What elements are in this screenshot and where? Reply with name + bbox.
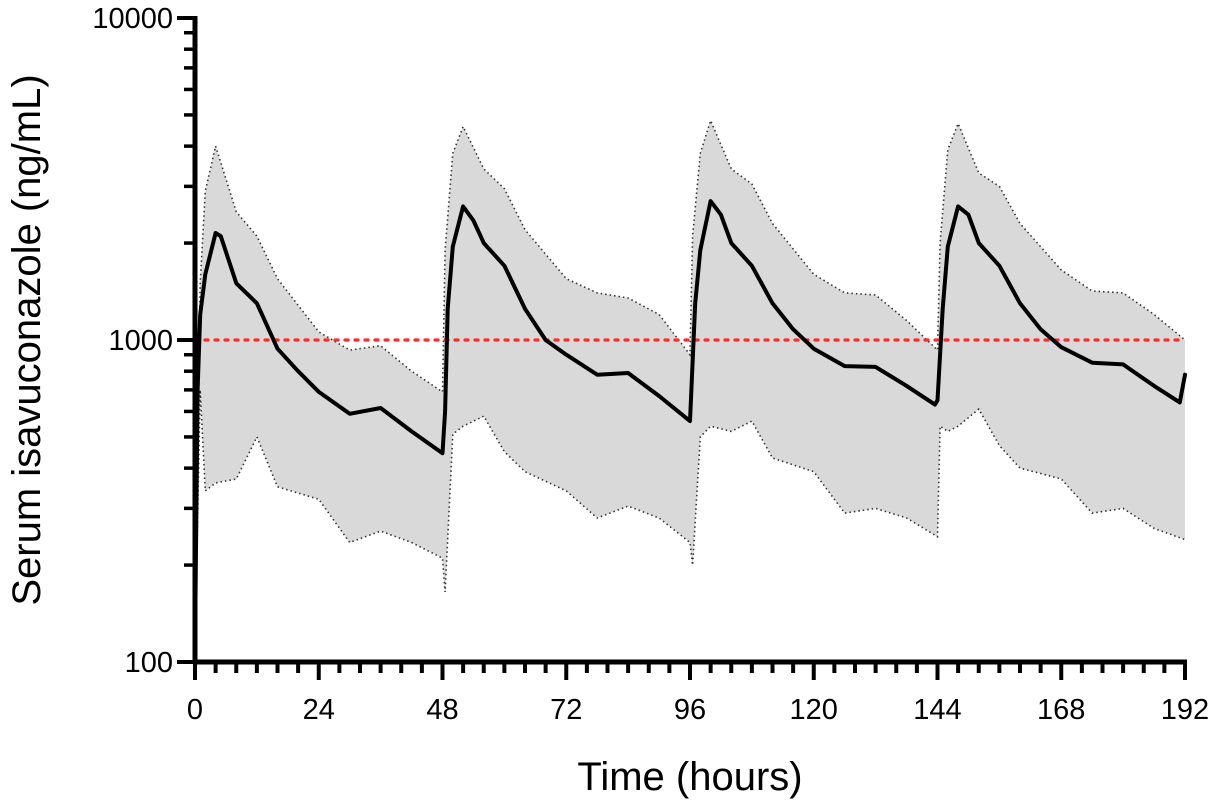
band-upper-edge xyxy=(194,118,1186,649)
x-tick-label: 96 xyxy=(674,694,706,726)
x-tick-label: 192 xyxy=(1161,694,1209,726)
y-tick-label: 100 xyxy=(125,647,173,679)
tick-labels-layer: 0 24 48 72 96 120 144 168 192 100 1000 10000 xyxy=(92,3,1209,726)
series-layer xyxy=(193,199,1187,651)
x-tick-label: 0 xyxy=(187,694,203,726)
x-axis-title: Time (hours) xyxy=(577,755,802,799)
x-tick-label: 48 xyxy=(426,694,458,726)
x-tick-label: 120 xyxy=(790,694,838,726)
y-axis-title: Serum isavuconazole (ng/mL) xyxy=(5,74,49,605)
y-tick-label: 1000 xyxy=(108,325,173,357)
band-lower-edge xyxy=(194,389,1186,649)
x-tick-label: 144 xyxy=(913,694,961,726)
axes-layer xyxy=(177,16,1187,680)
y-tick-label: 10000 xyxy=(92,3,173,35)
median-line-0 xyxy=(193,199,1187,651)
x-tick-label: 24 xyxy=(303,694,335,726)
x-tick-label: 168 xyxy=(1037,694,1085,726)
x-tick-label: 72 xyxy=(550,694,582,726)
